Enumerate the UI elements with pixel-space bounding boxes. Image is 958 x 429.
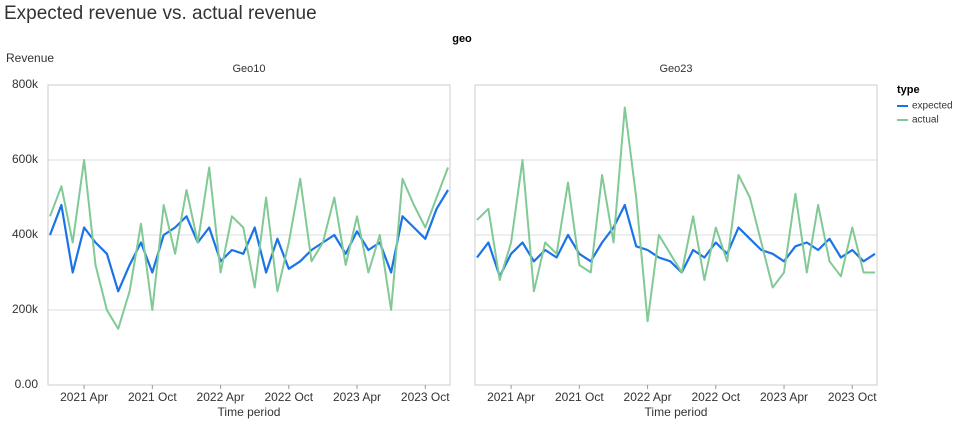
x-tick-label: 2023 Apr bbox=[333, 390, 381, 404]
legend-title: type bbox=[897, 84, 920, 96]
panel-border bbox=[474, 84, 878, 386]
x-tick-label: 2022 Oct bbox=[691, 390, 740, 404]
series-line bbox=[476, 106, 875, 323]
facet-title: Geo10 bbox=[232, 63, 265, 75]
series-line bbox=[48, 189, 449, 293]
x-tick-label: 2021 Apr bbox=[487, 390, 535, 404]
x-tick-label: 2022 Oct bbox=[264, 390, 313, 404]
x-tick-label: 2021 Apr bbox=[60, 390, 108, 404]
y-tick-label: 200k bbox=[12, 302, 39, 316]
panel-border bbox=[47, 84, 451, 386]
x-tick-label: 2022 Apr bbox=[624, 390, 672, 404]
facet-header: geo bbox=[452, 33, 472, 45]
x-tick-label: 2023 Oct bbox=[828, 390, 877, 404]
x-tick-label: 2021 Oct bbox=[555, 390, 604, 404]
legend-label: actual bbox=[912, 115, 939, 126]
legend-label: expected bbox=[912, 101, 953, 112]
y-tick-label: 400k bbox=[12, 227, 39, 241]
x-tick-label: 2023 Oct bbox=[401, 390, 450, 404]
x-axis-label: Time period bbox=[645, 405, 708, 419]
x-tick-label: 2021 Oct bbox=[128, 390, 177, 404]
y-axis-label: Revenue bbox=[6, 51, 54, 65]
y-tick-label: 800k bbox=[12, 77, 39, 91]
facet-title: Geo23 bbox=[659, 63, 692, 75]
chart-title: Expected revenue vs. actual revenue bbox=[4, 3, 317, 24]
x-tick-label: 2023 Apr bbox=[760, 390, 808, 404]
x-axis-label: Time period bbox=[218, 405, 281, 419]
x-tick-label: 2022 Apr bbox=[197, 390, 245, 404]
series-line bbox=[49, 159, 449, 330]
y-tick-label: 600k bbox=[12, 152, 39, 166]
y-tick-label: 0.00 bbox=[15, 377, 39, 391]
